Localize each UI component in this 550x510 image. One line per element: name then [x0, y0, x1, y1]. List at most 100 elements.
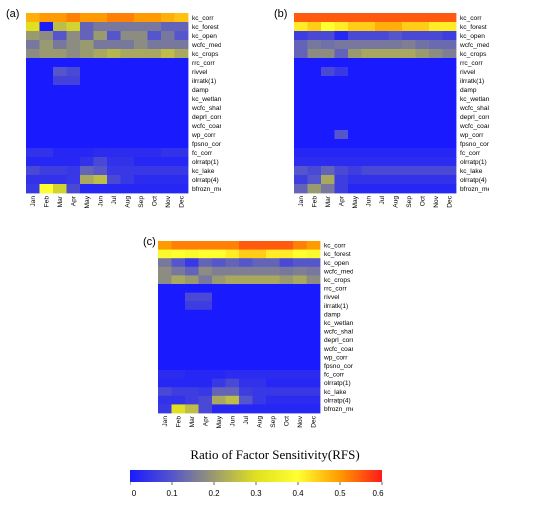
heatmap-cell	[266, 387, 280, 397]
heatmap-cell	[348, 85, 362, 95]
heatmap-cell	[429, 40, 443, 50]
heatmap-cell	[361, 103, 376, 113]
heatmap-cell	[266, 370, 280, 379]
heatmap-cell	[375, 139, 389, 149]
colorbar-tick-label: 0.3	[250, 489, 262, 498]
factor-label: wcfc_coarse	[191, 123, 221, 130]
heatmap-cell	[80, 121, 94, 131]
heatmap-cell	[239, 378, 253, 388]
month-label: Apr	[70, 195, 77, 206]
heatmap-cell	[39, 67, 54, 77]
month-label: Aug	[392, 196, 399, 208]
heatmap-cell	[80, 76, 94, 86]
heatmap-cell	[266, 301, 280, 311]
panel-label-a: (a)	[6, 8, 20, 20]
heatmap-cell	[348, 49, 362, 59]
heatmap-cell	[294, 175, 308, 185]
heatmap-cell	[321, 22, 335, 32]
heatmap-cell	[348, 166, 362, 176]
heatmap-cell	[198, 361, 213, 371]
heatmap-cell	[429, 22, 443, 32]
heatmap-cell	[293, 378, 307, 388]
heatmap-cell	[375, 175, 389, 185]
heatmap-cell	[161, 112, 175, 122]
heatmap-cell	[120, 184, 135, 194]
month-label: Dec	[178, 195, 185, 207]
heatmap-cell	[171, 370, 186, 379]
heatmap-cell	[402, 112, 416, 122]
heatmap-cell	[402, 67, 416, 77]
factor-label: ilrratk(1)	[460, 78, 484, 85]
heatmap-cell	[80, 130, 94, 140]
heatmap-cell	[225, 241, 240, 250]
heatmap-cell	[212, 284, 226, 293]
heatmap-cell	[442, 31, 457, 41]
heatmap-cell	[442, 175, 457, 185]
heatmap-cell	[388, 85, 403, 95]
heatmap-cell	[321, 148, 335, 158]
heatmap-cell	[107, 112, 121, 122]
heatmap-cell	[120, 112, 135, 122]
heatmap-cell	[120, 148, 135, 158]
heatmap-cell	[266, 258, 280, 268]
heatmap-cell	[348, 22, 362, 32]
month-label: Nov	[297, 415, 304, 427]
heatmap-cell	[306, 344, 321, 354]
heatmap-cell	[39, 22, 54, 32]
heatmap-cell	[93, 184, 108, 194]
factor-label: damp	[192, 87, 209, 94]
heatmap-cell	[388, 184, 403, 194]
heatmap-cell	[306, 309, 321, 319]
heatmap-cell	[252, 378, 267, 388]
heatmap-cell	[307, 22, 322, 32]
heatmap-cell	[134, 166, 148, 176]
heatmap-cell	[429, 67, 443, 77]
heatmap-cell	[266, 249, 280, 259]
heatmap-cell	[402, 103, 416, 113]
colorbar-title: Ratio of Factor Sensitivity(RFS)	[190, 447, 360, 462]
heatmap-cell	[93, 148, 108, 158]
heatmap-cell	[429, 58, 443, 68]
heatmap-cell	[225, 387, 240, 397]
heatmap-cell	[80, 40, 94, 50]
heatmap-cell	[415, 166, 430, 176]
heatmap-cell	[225, 318, 240, 328]
heatmap-cell	[252, 344, 267, 354]
heatmap-cell	[402, 148, 416, 158]
heatmap-cell	[442, 67, 457, 77]
heatmap-cell	[239, 249, 253, 259]
heatmap-cell	[53, 139, 67, 149]
heatmap-cell	[442, 94, 457, 104]
heatmap-cell	[198, 249, 213, 259]
heatmap-cell	[334, 157, 349, 167]
heatmap-cell	[266, 335, 280, 345]
heatmap-cell	[361, 184, 376, 194]
heatmap-cell	[293, 404, 307, 414]
heatmap-cell	[279, 309, 294, 319]
heatmap-cell	[134, 22, 148, 32]
heatmap-cell	[306, 292, 321, 302]
factor-label: rivvel	[192, 69, 208, 76]
heatmap-cell	[80, 148, 94, 158]
heatmap-cell	[161, 85, 175, 95]
heatmap-cell	[442, 76, 457, 86]
heatmap-cell	[293, 275, 307, 285]
month-label: Sep	[406, 196, 413, 208]
month-label: Aug	[124, 196, 131, 208]
colorbar-tick-label: 0.4	[292, 489, 304, 498]
heatmap-cell	[306, 370, 321, 379]
heatmap-cell	[348, 94, 362, 104]
factor-label: wp_corr	[459, 132, 484, 139]
heatmap-cell	[93, 166, 108, 176]
heatmap-cell	[402, 31, 416, 41]
heatmap-cell	[39, 148, 54, 158]
heatmap-cell	[134, 130, 148, 140]
heatmap-cell	[321, 166, 335, 176]
heatmap-cell	[442, 49, 457, 59]
heatmap-cell	[107, 94, 121, 104]
heatmap-cell	[26, 31, 40, 41]
heatmap-cell	[174, 148, 189, 158]
colorbar-tick-label: 0.2	[208, 489, 220, 498]
heatmap-cell	[171, 404, 186, 414]
heatmap-cell	[388, 40, 403, 50]
